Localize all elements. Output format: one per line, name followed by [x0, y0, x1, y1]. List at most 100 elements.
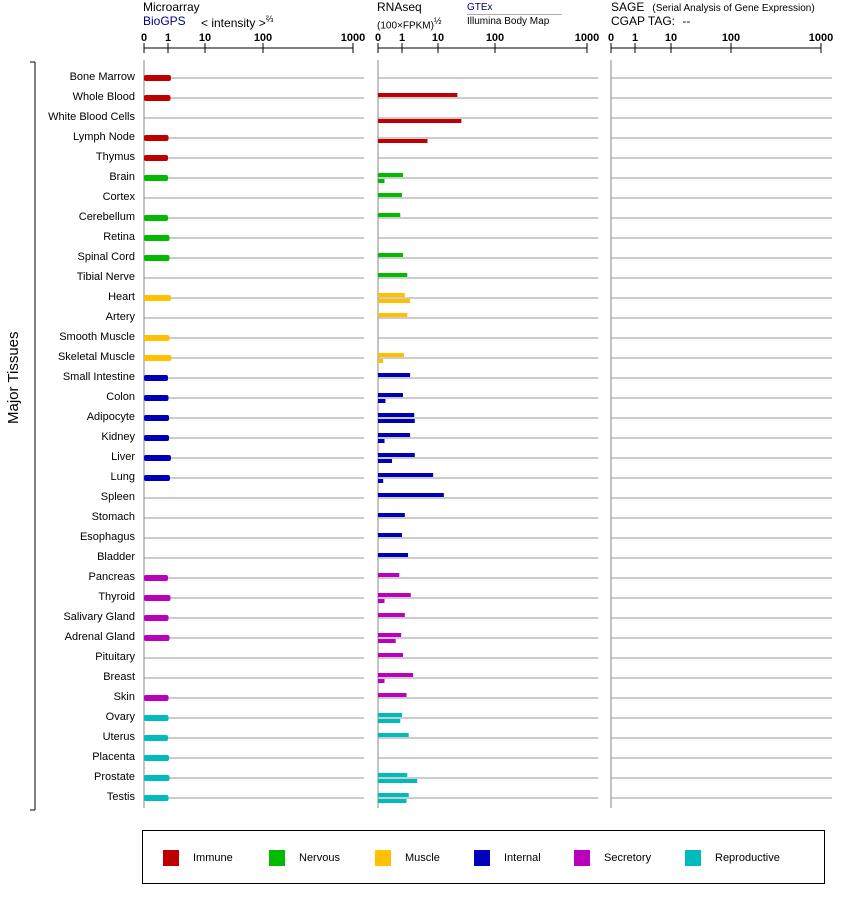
legend-swatch: [685, 850, 701, 866]
tissue-label: White Blood Cells: [48, 111, 135, 123]
gtex-bar: [378, 173, 404, 177]
tissue-label: Testis: [106, 791, 135, 803]
sage-tick-label: 1000: [809, 32, 833, 44]
illumina-bar: [378, 679, 385, 683]
gtex-bar: [378, 733, 409, 737]
legend-label: Reproductive: [715, 852, 780, 864]
microarray-tick-label: 1: [165, 32, 171, 44]
intensity-label: < intensity >⅔: [201, 14, 274, 30]
microarray-bar: [144, 75, 171, 81]
tissue-label: Adrenal Gland: [64, 631, 135, 643]
gtex-bar: [378, 193, 402, 197]
legend-swatch: [474, 850, 490, 866]
illumina-bar: [378, 779, 418, 783]
gtex-bar: [378, 793, 409, 797]
tissue-label: Skeletal Muscle: [57, 351, 135, 363]
illumina-bar: [378, 639, 396, 643]
microarray-bar: [144, 335, 170, 341]
illumina-bar: [378, 419, 415, 423]
illumina-bar: [378, 719, 401, 723]
legend-item-reproductive: Reproductive: [685, 850, 780, 866]
gtex-bar: [378, 533, 402, 537]
microarray-title: Microarray: [143, 0, 200, 14]
microarray-bar: [144, 635, 170, 641]
gtex-bar: [378, 313, 408, 317]
legend-item-muscle: Muscle: [375, 850, 440, 866]
tissue-label: Esophagus: [79, 531, 135, 543]
sage-tick-label: 1: [632, 32, 638, 44]
microarray-bar: [144, 475, 171, 481]
gtex-bar: [378, 773, 408, 777]
legend-label: Muscle: [405, 852, 440, 864]
legend-item-internal: Internal: [474, 850, 541, 866]
microarray-bar: [144, 355, 172, 361]
microarray-bar: [144, 395, 169, 401]
tissue-label: Pituitary: [95, 651, 135, 663]
microarray-bar: [144, 435, 170, 441]
legend-label: Internal: [504, 852, 541, 864]
illumina-bar: [378, 439, 385, 443]
illumina-bar: [378, 179, 385, 183]
illumina-bar: [378, 799, 407, 803]
microarray-bar: [144, 755, 170, 761]
microarray-bar: [144, 375, 168, 381]
tissue-label: Cortex: [102, 191, 135, 203]
tissue-label: Stomach: [91, 511, 135, 523]
microarray-bar: [144, 735, 168, 741]
sage-tick-label: 100: [722, 32, 740, 44]
illumina-bar: [378, 599, 385, 603]
tissue-label: Spleen: [100, 491, 135, 503]
microarray-bar: [144, 775, 170, 781]
tissue-label: Retina: [103, 231, 135, 243]
illumina-bar: [378, 139, 428, 143]
microarray-bar: [144, 615, 169, 621]
gtex-bar: [378, 593, 411, 597]
tissue-label: Liver: [111, 451, 135, 463]
tissue-label: Artery: [105, 311, 135, 323]
tissue-label: Adipocyte: [86, 411, 135, 423]
legend-swatch: [375, 850, 391, 866]
gtex-bar: [378, 373, 411, 377]
legend-swatch: [163, 850, 179, 866]
tissue-label: Prostate: [94, 771, 135, 783]
biogps-link[interactable]: BioGPS: [143, 14, 186, 28]
illumina-bar: [378, 399, 386, 403]
gtex-bar: [378, 473, 434, 477]
gtex-bar: [378, 293, 405, 297]
gtex-bar: [378, 213, 401, 217]
legend-label: Secretory: [604, 852, 652, 864]
rnaseq-tick-label: 1: [399, 32, 405, 44]
sage-tick-label: 0: [608, 32, 614, 44]
illumina-bar: [378, 299, 411, 303]
tissue-label: Smooth Muscle: [59, 331, 135, 343]
gtex-bar: [378, 633, 402, 637]
rnaseq-tick-label: 1000: [575, 32, 599, 44]
microarray-bar: [144, 415, 170, 421]
legend-item-immune: Immune: [163, 850, 233, 866]
legend-label: Nervous: [299, 852, 340, 864]
gtex-bar: [378, 673, 414, 677]
microarray-bar: [144, 175, 168, 181]
fpkm-label: (100×FPKM)½: [377, 16, 442, 32]
gtex-bar: [378, 493, 444, 497]
microarray-bar: [144, 255, 170, 261]
gtex-bar: [378, 653, 404, 657]
tissue-label: Placenta: [92, 751, 135, 763]
microarray-bar: [144, 155, 168, 161]
tissue-label: Cerebellum: [78, 211, 135, 223]
tissue-label: Colon: [106, 391, 135, 403]
tissue-label: Skin: [113, 691, 135, 703]
rnaseq-tick-label: 10: [432, 32, 444, 44]
gtex-bar: [378, 553, 409, 557]
illumina-bar: [378, 119, 462, 123]
gtex-bar: [378, 693, 407, 697]
gtex-link[interactable]: GTEx: [467, 2, 493, 13]
gtex-bar: [378, 273, 408, 277]
microarray-bar: [144, 295, 171, 301]
gtex-bar: [378, 393, 404, 397]
tissue-label: Spinal Cord: [77, 251, 135, 263]
gtex-bar: [378, 573, 400, 577]
tissue-label: Tibial Nerve: [76, 271, 135, 283]
microarray-bar: [144, 595, 171, 601]
microarray-bar: [144, 135, 169, 141]
